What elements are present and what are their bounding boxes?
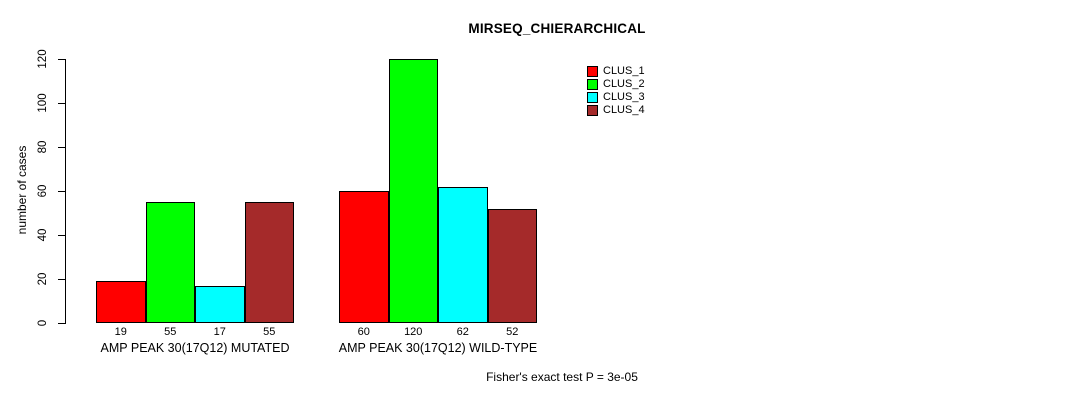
group-label-2: AMP PEAK 30(17Q12) WILD-TYPE <box>338 341 538 355</box>
y-tick-label: 120 <box>37 49 49 69</box>
legend-label: CLUS_2 <box>603 78 645 90</box>
bar-clus_4-group1 <box>244 202 294 323</box>
y-axis-tick <box>58 191 65 192</box>
bar-value-label: 55 <box>164 326 177 338</box>
bar-value-label: 120 <box>404 326 423 338</box>
y-axis-tick <box>58 103 65 104</box>
y-axis-tick <box>58 59 65 60</box>
legend-swatch-icon <box>587 66 598 77</box>
y-tick-label: 100 <box>37 93 49 113</box>
legend-swatch-icon <box>587 92 598 103</box>
legend-item-clus_4: CLUS_4 <box>587 104 645 117</box>
annotation-text: Fisher's exact test P = 3e-05 <box>486 370 638 384</box>
bar-value-label: 55 <box>263 326 276 338</box>
bar-value-label: 60 <box>357 326 370 338</box>
y-tick-label: 80 <box>37 140 49 154</box>
y-axis-tick <box>58 323 65 324</box>
legend-swatch-icon <box>587 105 598 116</box>
y-axis-tick <box>58 279 65 280</box>
legend: CLUS_1 CLUS_2 CLUS_3 CLUS_4 <box>587 65 645 117</box>
bar-clus_3-group1 <box>195 285 245 323</box>
legend-swatch-icon <box>587 79 598 90</box>
bar-clus_2-group2 <box>388 59 438 323</box>
legend-item-clus_3: CLUS_3 <box>587 91 645 104</box>
y-axis-label: number of cases <box>15 145 29 235</box>
bar-value-label: 17 <box>213 326 226 338</box>
bar-clus_1-group1 <box>96 281 146 323</box>
bar-value-label: 19 <box>114 326 127 338</box>
y-axis-line <box>65 59 66 324</box>
legend-label: CLUS_1 <box>603 65 645 77</box>
y-tick-label: 0 <box>37 319 49 327</box>
y-tick-label: 60 <box>37 184 49 198</box>
legend-label: CLUS_4 <box>603 104 645 116</box>
bar-value-label: 52 <box>506 326 519 338</box>
bar-clus_2-group1 <box>145 202 195 323</box>
bar-clus_1-group2 <box>339 191 389 323</box>
group-label-1: AMP PEAK 30(17Q12) MUTATED <box>100 341 290 355</box>
bar-clus_3-group2 <box>438 186 488 323</box>
y-axis-tick <box>58 147 65 148</box>
chart-title: MIRSEQ_CHIERARCHICAL <box>468 21 646 36</box>
bar-clus_4-group2 <box>487 208 537 323</box>
legend-item-clus_2: CLUS_2 <box>587 78 645 91</box>
legend-item-clus_1: CLUS_1 <box>587 65 645 78</box>
y-tick-label: 20 <box>37 272 49 286</box>
y-axis-tick <box>58 235 65 236</box>
y-tick-label: 40 <box>37 228 49 242</box>
legend-label: CLUS_3 <box>603 91 645 103</box>
bar-value-label: 62 <box>456 326 469 338</box>
